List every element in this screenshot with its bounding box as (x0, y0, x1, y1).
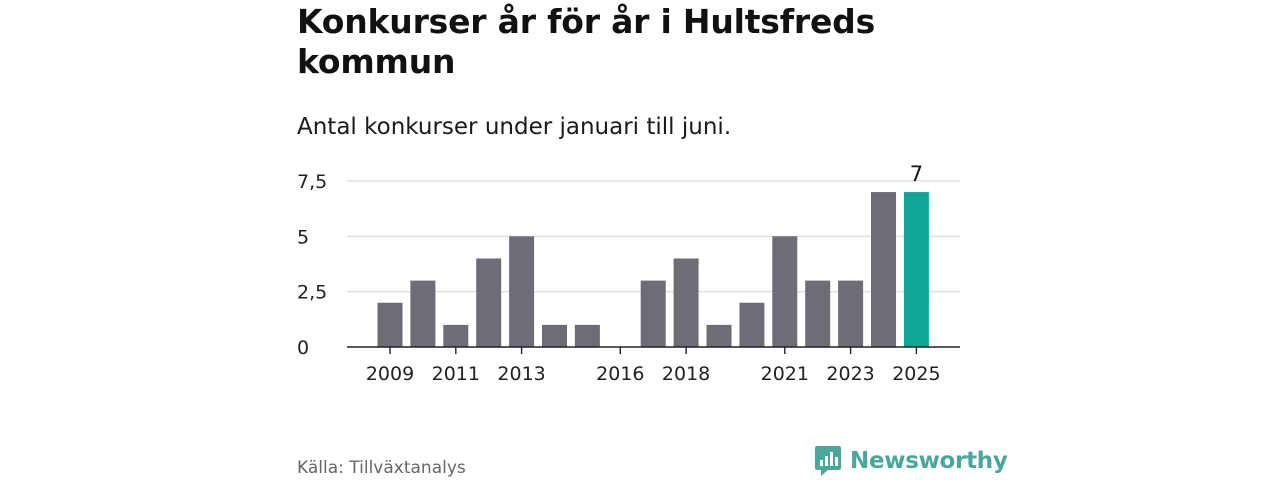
y-tick-label: 0 (297, 337, 309, 359)
y-tick-label: 2,5 (297, 282, 327, 304)
chart-subtitle: Antal konkurser under januari till juni. (297, 114, 732, 140)
newsworthy-logo-icon (815, 446, 841, 476)
y-tick-label: 7,5 (297, 171, 327, 193)
bar (903, 192, 929, 347)
source-note: Källa: Tillväxtanalys (297, 458, 466, 478)
bar (410, 280, 436, 347)
data-label: 7 (910, 162, 923, 186)
bar (476, 258, 502, 347)
x-tick-label: 2021 (761, 363, 809, 385)
x-tick-label: 2018 (662, 363, 710, 385)
x-tick-label: 2016 (596, 363, 644, 385)
bar (838, 280, 864, 347)
bar (443, 324, 469, 347)
bar-chart: 0 2,5 5 7,5 2009 2011 2013 2016 2018 2021 2023 2025… (297, 162, 960, 385)
newsworthy-brand[interactable]: Newsworthy (814, 445, 1008, 477)
bar (542, 324, 567, 347)
bar (805, 280, 831, 347)
bar (772, 236, 798, 347)
bar (509, 236, 535, 347)
chart-card: Konkurser år för år i Hultsfreds kommun … (297, 0, 1008, 480)
x-tick-label: 2023 (826, 363, 874, 385)
bar (377, 302, 403, 347)
bar (574, 324, 600, 347)
y-tick-label: 5 (297, 226, 309, 248)
bar (739, 302, 765, 347)
bar (871, 192, 896, 347)
brand-name: Newsworthy (850, 448, 1008, 474)
chart-title: Konkurser år för år i Hultsfreds kommun (297, 2, 876, 81)
x-tick-label: 2009 (366, 363, 414, 385)
x-tick-label: 2025 (892, 363, 940, 385)
x-tick-label: 2011 (432, 363, 480, 385)
bar (673, 258, 699, 347)
bar (706, 324, 732, 347)
x-tick-label: 2013 (497, 363, 545, 385)
bar (640, 280, 666, 347)
